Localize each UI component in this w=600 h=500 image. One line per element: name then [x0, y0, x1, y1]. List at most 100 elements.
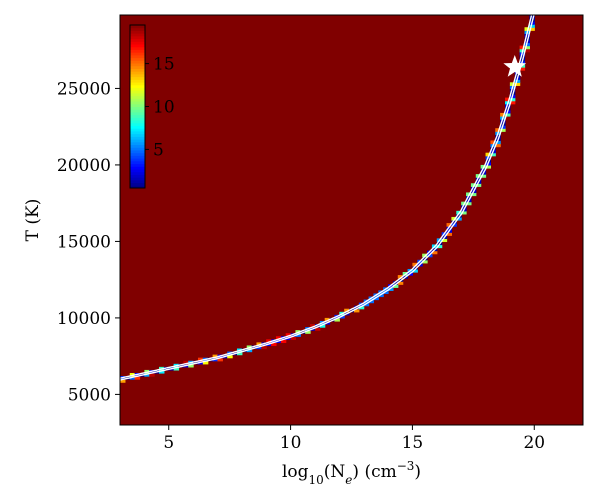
colorbar-segment — [130, 87, 145, 91]
heatmap-cell — [261, 345, 267, 350]
colorbar-segment — [130, 160, 145, 165]
heatmap-cell — [495, 140, 501, 145]
heatmap-cell — [397, 281, 404, 285]
heatmap-cell — [505, 97, 511, 102]
heatmap — [120, 15, 583, 425]
heatmap-cell — [314, 327, 321, 331]
best-fit-marker — [503, 55, 527, 77]
heatmap-cell — [461, 210, 467, 215]
heatmap-cell — [509, 97, 516, 102]
colorbar-segment — [130, 136, 145, 140]
heatmap-cell — [412, 265, 418, 270]
y-tick-label: 10000 — [57, 309, 111, 329]
heatmap-cell — [436, 244, 443, 249]
heatmap-cell — [505, 115, 511, 120]
heatmap-cell — [480, 167, 487, 172]
colorbar-segment — [130, 111, 145, 116]
heatmap-cell — [246, 348, 253, 353]
y-axis: 5000 10000 15000 20000 25000 — [57, 79, 120, 405]
heatmap-cell — [466, 201, 472, 206]
colorbar-segment — [130, 117, 145, 121]
colorbar-segment — [130, 130, 145, 135]
colorbar-segment — [130, 155, 145, 159]
heatmap-cell — [485, 152, 491, 157]
heatmap-cell — [353, 305, 360, 310]
heatmap-cell — [422, 259, 428, 264]
heatmap-cell — [470, 192, 477, 197]
heatmap-cell — [475, 177, 482, 181]
heatmap-cell — [490, 152, 496, 157]
colorbar-segment — [130, 41, 145, 45]
heatmap-cell — [149, 372, 155, 377]
contour-lower — [119, 8, 537, 381]
colorbar-segment — [130, 84, 145, 88]
colorbar-segment — [130, 144, 145, 148]
heatmap-cell — [314, 324, 321, 328]
y-tick-label: 20000 — [57, 156, 111, 176]
colorbar-segment — [130, 76, 145, 80]
heatmap-background — [120, 15, 583, 425]
colorbar-segment — [130, 109, 145, 113]
heatmap-cell — [305, 330, 311, 334]
heatmap-cell — [431, 250, 438, 255]
heatmap-cell — [227, 354, 233, 359]
heatmap-cell — [412, 268, 418, 273]
heatmap-cell — [524, 48, 530, 53]
heatmap-cell — [529, 27, 535, 31]
heatmap-cell — [514, 79, 521, 83]
colorbar-segment — [130, 174, 145, 178]
heatmap-cell — [197, 357, 204, 362]
heatmap-cell — [524, 36, 530, 41]
heatmap-cell — [456, 213, 462, 218]
colorbar-segment — [130, 92, 145, 97]
colorbar-segment — [130, 158, 145, 162]
colorbar-segment — [130, 133, 145, 137]
heatmap-cell — [120, 379, 126, 383]
heatmap-cell — [324, 317, 331, 322]
x-tick-label: 20 — [523, 433, 545, 453]
colorbar-segment — [130, 177, 145, 181]
colorbar-segment — [130, 182, 145, 186]
colorbar-segment — [130, 101, 145, 105]
heatmap-cell — [280, 339, 287, 343]
colorbar-segment — [130, 71, 145, 75]
x-tick-label: 10 — [280, 433, 302, 453]
heatmap-cell — [524, 27, 530, 31]
colorbar-segment — [130, 125, 145, 129]
heatmap-cell — [446, 232, 453, 236]
colorbar-segment — [130, 33, 145, 37]
heatmap-cell — [470, 186, 477, 190]
colorbar-segment — [130, 179, 145, 184]
colorbar-segment — [130, 52, 145, 56]
colorbar-segment — [130, 90, 145, 94]
heatmap-cell — [178, 363, 184, 368]
colorbar-segment — [130, 166, 145, 170]
heatmap-cell — [217, 357, 223, 362]
heatmap-cell — [193, 360, 199, 365]
heatmap-cell — [446, 223, 453, 227]
heatmap-cell — [441, 238, 448, 243]
heatmap-cell — [461, 204, 467, 209]
heatmap-cell — [163, 366, 170, 371]
heatmap-cell — [519, 54, 526, 59]
heatmap-cell — [480, 174, 487, 178]
heatmap-cell — [495, 128, 501, 132]
y-tick-label: 25000 — [57, 79, 111, 99]
heatmap-cell — [412, 262, 418, 267]
colorbar-segment — [130, 103, 145, 107]
contour-upper — [119, 8, 534, 379]
heatmap-cell — [466, 195, 472, 200]
colorbar-segment — [130, 147, 145, 151]
colorbar-segment — [130, 82, 145, 86]
heatmap-cell — [514, 73, 521, 77]
colorbar-segment — [130, 163, 145, 167]
heatmap-cell — [519, 45, 526, 50]
heatmap-cell — [451, 220, 457, 224]
colorbar-segment — [130, 49, 145, 53]
heatmap-cell — [524, 45, 530, 50]
colorbar: 5 10 15 — [129, 24, 175, 189]
heatmap-cell — [475, 183, 482, 187]
colorbar-segment — [130, 44, 145, 48]
colorbar-segment — [130, 114, 145, 118]
colorbar-segment — [130, 57, 145, 61]
